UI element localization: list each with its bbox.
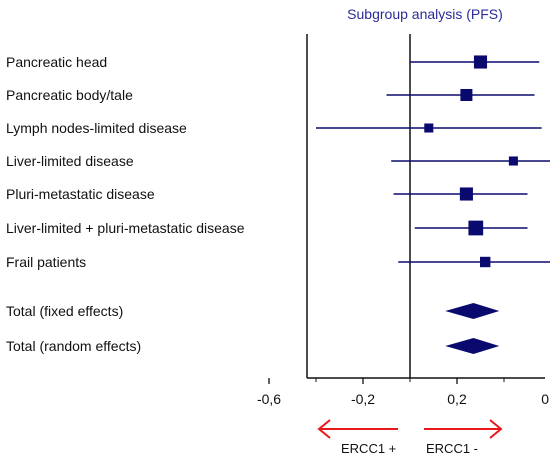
row-label: Frail patients <box>6 254 87 270</box>
pooled-estimate-diamond <box>445 303 500 319</box>
x-tick-label: -0,2 <box>350 391 376 407</box>
row-label: Pluri-metastatic disease <box>6 186 155 202</box>
row-label: Pancreatic body/tale <box>6 87 133 103</box>
row-label: Lymph nodes-limited disease <box>6 120 187 136</box>
row-label: Total (fixed effects) <box>6 303 124 319</box>
chart-title: Subgroup analysis (PFS) <box>347 6 503 22</box>
row-label: Liver-limited + pluri-metastatic disease <box>6 220 245 236</box>
ercc1-negative-label: ERCC1 - <box>426 441 479 456</box>
x-tick-label: 0,6 <box>541 391 550 407</box>
row-label: Total (random effects) <box>6 338 142 354</box>
row-label: Liver-limited disease <box>6 153 134 169</box>
point-estimate-square <box>480 256 491 268</box>
point-estimate-square <box>473 55 488 69</box>
point-estimate-square <box>460 88 473 102</box>
right-arrow-head <box>489 419 503 439</box>
x-tick-label: 0,2 <box>447 391 467 407</box>
left-arrow-head <box>317 419 331 439</box>
point-estimate-square <box>508 156 518 166</box>
ercc1-positive-label: ERCC1 + <box>341 441 397 456</box>
point-estimate-square <box>468 220 484 236</box>
pooled-estimate-diamond <box>445 338 500 354</box>
point-estimate-square <box>459 187 473 201</box>
row-label: Pancreatic head <box>6 54 108 70</box>
x-tick-label: -0,6 <box>256 391 282 407</box>
point-estimate-square <box>424 123 434 133</box>
